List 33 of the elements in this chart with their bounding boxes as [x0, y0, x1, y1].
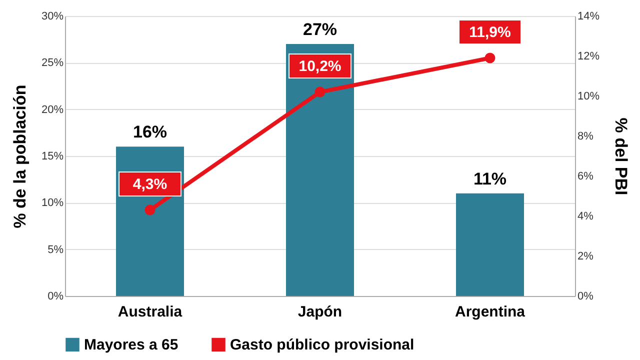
legend-label: Mayores a 65 — [84, 336, 178, 354]
point — [144, 204, 156, 216]
data-label: 27% — [302, 20, 338, 39]
y2-tick-label: 2% — [578, 250, 594, 262]
y2-tick-label: 12% — [578, 50, 600, 62]
bar — [286, 44, 354, 296]
bar — [456, 193, 524, 296]
y-axis-title: % de la población — [10, 84, 30, 228]
y-tick-label: 5% — [48, 244, 64, 256]
x-tick-label: Australia — [118, 304, 183, 320]
y2-tick-label: 0% — [578, 290, 594, 302]
y2-axis-title: % del PBI — [612, 118, 631, 196]
y-tick-label: 10% — [41, 197, 64, 210]
data-label: 4,3% — [132, 176, 168, 193]
point — [314, 86, 326, 98]
y-tick-label: 15% — [41, 150, 64, 162]
y2-tick-label: 14% — [578, 10, 600, 22]
data-label: 16% — [132, 122, 168, 142]
y-tick-label: 30% — [41, 10, 64, 22]
y-tick-label: 20% — [41, 104, 64, 116]
legend-label: Gasto público provisional — [230, 336, 414, 354]
y2-tick-label: 8% — [578, 130, 594, 142]
x-tick-label: Japón — [298, 304, 342, 320]
y2-tick-label: 10% — [578, 90, 600, 102]
data-label: 11% — [473, 169, 507, 188]
y-tick-label: 25% — [41, 57, 64, 70]
y-tick-label: 0% — [48, 290, 64, 302]
point — [484, 52, 496, 64]
y2-tick-label: 6% — [578, 170, 594, 182]
data-label: 11,9% — [469, 24, 511, 41]
data-label: 10,2% — [298, 58, 342, 75]
x-tick-label: Argentina — [454, 304, 526, 320]
y2-tick-label: 4% — [578, 210, 594, 222]
